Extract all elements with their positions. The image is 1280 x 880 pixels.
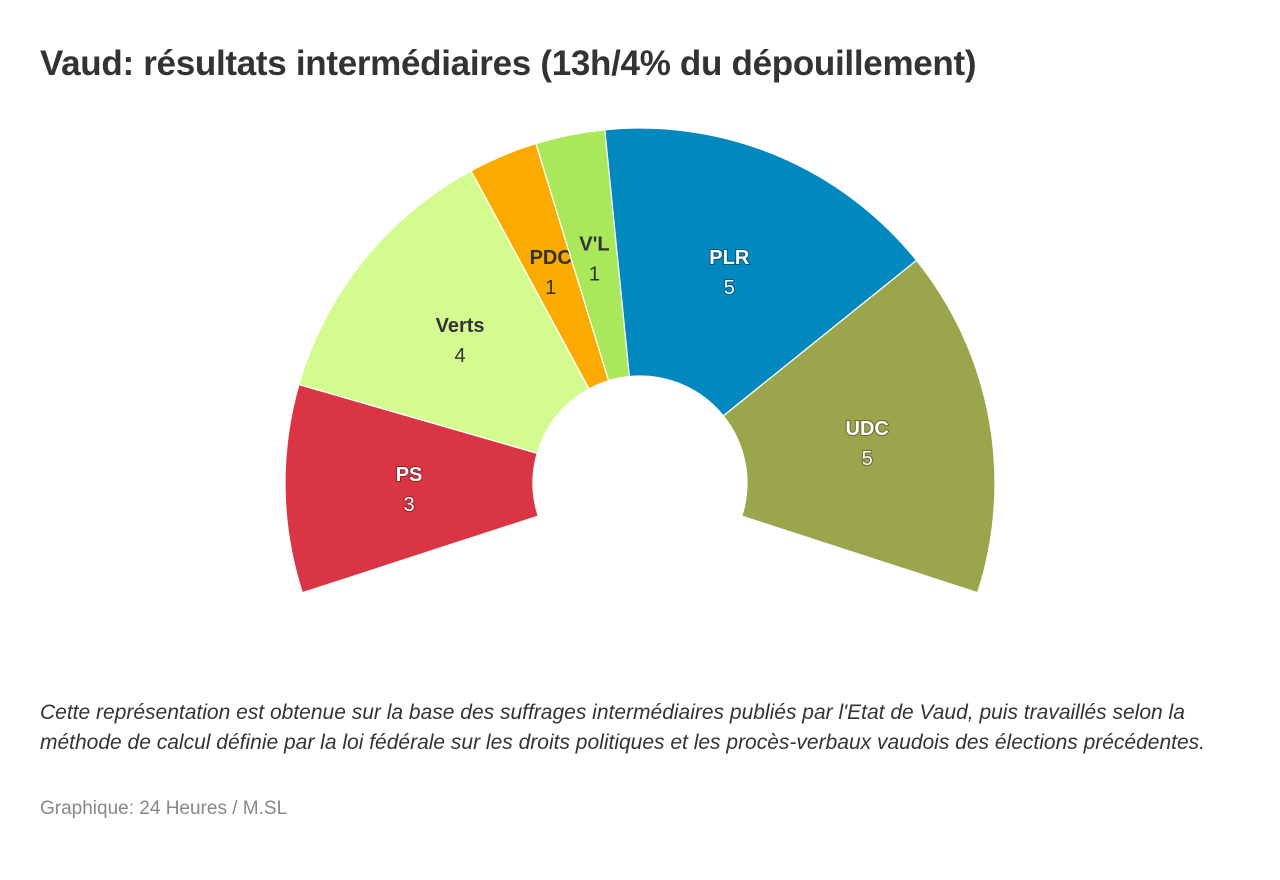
party-label: UDC [846,418,889,440]
chart-note: Cette représentation est obtenue sur la … [40,701,1205,754]
party-label: PS [396,464,423,486]
seat-segment-verts [298,169,590,455]
seat-count-label: 3 [403,494,414,516]
seat-count-label: 1 [545,277,556,299]
seat-count-label: 5 [724,277,735,299]
seat-count-label: 1 [589,264,600,286]
party-label: PLR [709,247,750,269]
seat-segment-plr [604,127,918,417]
chart-credit: Graphique: 24 Heures / M.SL [40,798,288,819]
seat-count-label: 5 [862,448,873,470]
party-label: PDC [530,247,572,269]
seat-segment-udc [722,259,996,594]
party-label: Verts [436,315,485,337]
seat-segment-ps [284,383,539,594]
party-label: V'L [579,234,609,256]
seat-count-label: 4 [455,345,466,367]
chart-title: Vaud: résultats intermédiaires (13h/4% d… [40,44,977,83]
